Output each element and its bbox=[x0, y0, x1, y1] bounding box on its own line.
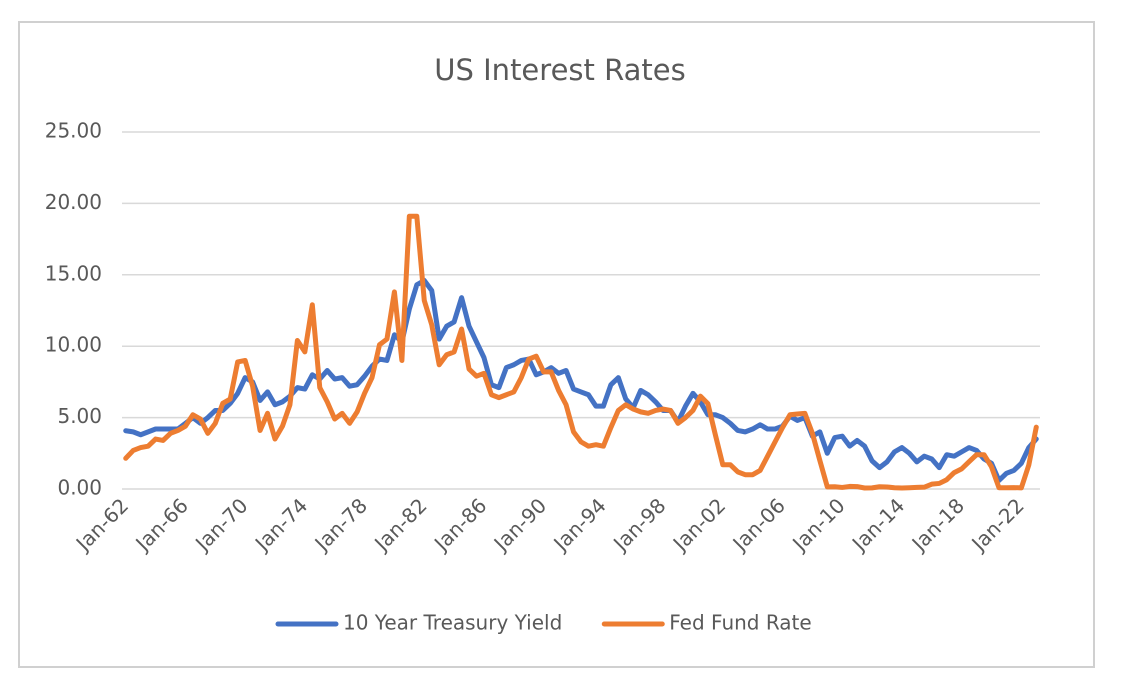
y-tick-label: 25.00 bbox=[45, 119, 102, 143]
y-tick-label: 15.00 bbox=[45, 261, 102, 285]
legend-label: Fed Fund Rate bbox=[669, 611, 811, 635]
series-line bbox=[123, 213, 1039, 491]
series-line bbox=[123, 278, 1039, 483]
legend-label: 10 Year Treasury Yield bbox=[343, 611, 562, 635]
y-tick-label: 20.00 bbox=[45, 190, 102, 214]
y-tick-label: 10.00 bbox=[45, 333, 102, 357]
y-tick-label: 5.00 bbox=[57, 404, 102, 428]
chart-border bbox=[18, 21, 1095, 668]
chart-title: US Interest Rates bbox=[434, 53, 685, 87]
y-tick-label: 0.00 bbox=[57, 476, 102, 500]
